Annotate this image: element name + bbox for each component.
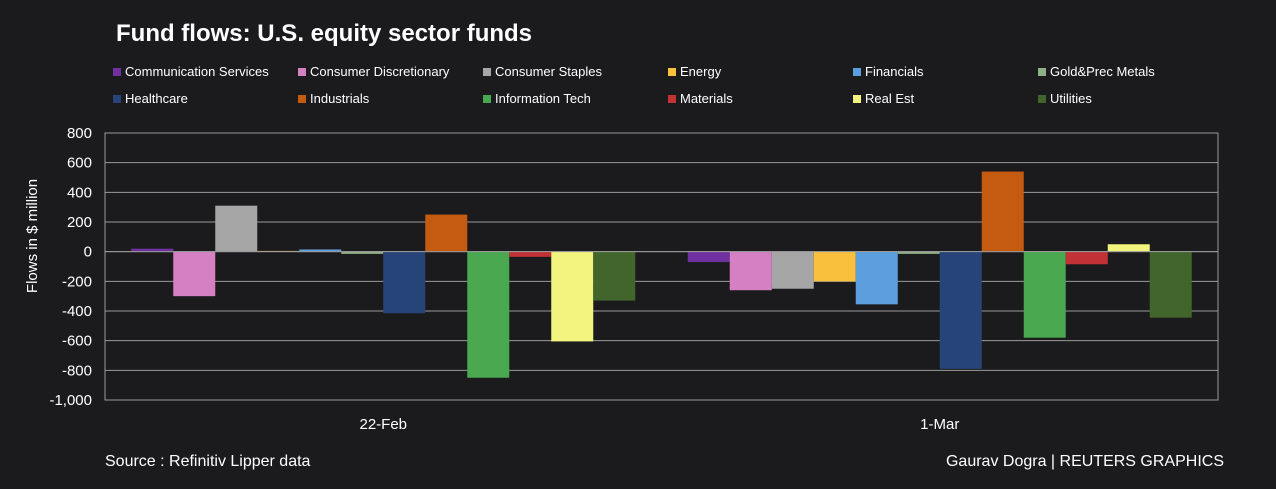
legend-item: Information Tech [483,91,591,106]
bar [299,249,342,252]
y-tick-label: -200 [62,273,92,290]
y-tick-label: 800 [67,125,92,142]
legend-item: Consumer Discretionary [298,64,449,79]
legend-swatch [483,94,491,103]
bar [981,171,1024,252]
legend-item: Consumer Staples [483,64,602,79]
legend-label: Financials [865,64,924,79]
legend-swatch [853,94,861,103]
bar [855,251,898,305]
legend-swatch [668,67,676,76]
chart-title: Fund flows: U.S. equity sector funds [116,20,533,47]
x-tick-label: 1-Mar [920,416,959,433]
legend-item: Gold&Prec Metals [1038,64,1155,79]
bar [771,251,814,289]
bar [467,251,510,378]
y-tick-label: 200 [67,214,92,231]
bar [1023,251,1066,338]
bar [551,251,594,342]
bar [1065,251,1108,265]
legend-item: Financials [853,64,924,79]
bar [425,214,468,252]
bar [1149,251,1192,318]
bar [131,248,174,252]
legend-item: Utilities [1038,91,1092,106]
legend-swatch [1038,67,1046,76]
legend-swatch [853,67,861,76]
bar [593,251,636,301]
x-tick-label: 22-Feb [359,416,407,433]
bar [1107,244,1150,252]
bar [383,251,426,314]
legend-swatch [483,67,491,76]
y-tick-label: 0 [84,244,92,261]
bar [897,251,940,254]
legend-item: Industrials [298,91,369,106]
legend-label: Materials [680,91,733,106]
legend-label: Communication Services [125,64,269,79]
bar [215,205,258,252]
source-note: Source : Refinitiv Lipper data [105,453,311,470]
y-tick-label: -400 [62,303,92,320]
legend-item: Healthcare [113,91,188,106]
y-tick-label: -600 [62,333,92,350]
legend-label: Information Tech [495,91,591,106]
bar [729,251,772,291]
legend-swatch [668,94,676,103]
y-axis-label: Flows in $ million [24,179,41,293]
legend-label: Industrials [310,91,370,106]
legend-label: Healthcare [125,91,188,106]
legend-label: Consumer Discretionary [310,64,450,79]
legend-label: Gold&Prec Metals [1050,64,1155,79]
bar [173,251,216,297]
legend-label: Utilities [1050,91,1092,106]
legend-label: Energy [680,64,722,79]
y-axis-ticks: 800 600 400 200 0 -200 -400 -600 -800 -1,000 [49,125,92,409]
gridlines [104,132,1219,401]
x-axis-ticks: 22-Feb 1-Mar [359,416,959,433]
bar [509,251,552,257]
legend-label: Real Est [865,91,915,106]
y-tick-label: -800 [62,362,92,379]
y-tick-label: -1,000 [49,392,92,409]
credit-note: Gaurav Dogra | REUTERS GRAPHICS [945,453,1224,470]
legend-swatch [113,67,121,76]
bar [341,251,384,254]
plot-frame [104,132,1219,401]
legend-item: Energy [668,64,721,79]
legend-item: Real Est [853,91,914,106]
legend-swatch [298,94,306,103]
legend-item: Materials [668,91,733,106]
bar [939,251,982,369]
legend-swatch [1038,94,1046,103]
legend-label: Consumer Staples [495,64,602,79]
legend-item: Communication Services [113,64,269,79]
y-tick-label: 400 [67,184,92,201]
bar [813,251,856,282]
bars [105,171,1218,378]
legend-swatch [298,67,306,76]
bar [687,251,730,263]
y-tick-label: 600 [67,155,92,172]
legend-swatch [113,94,121,103]
